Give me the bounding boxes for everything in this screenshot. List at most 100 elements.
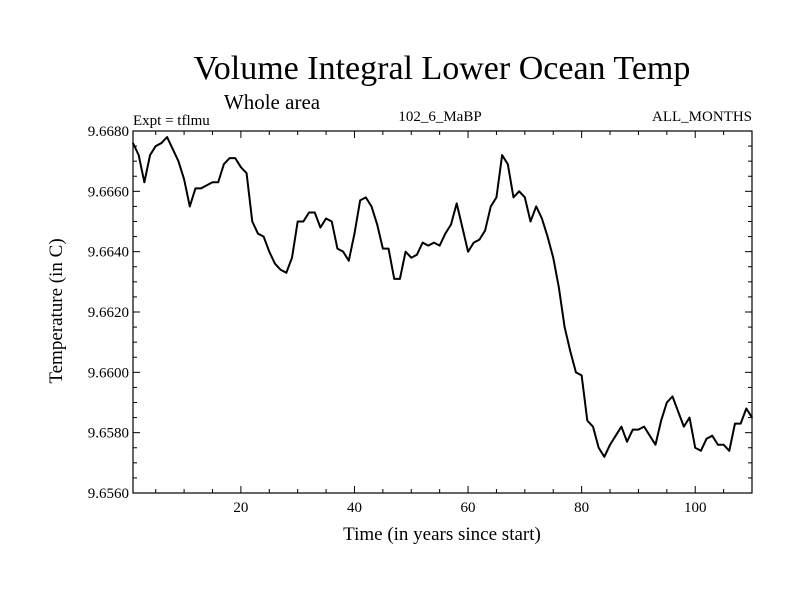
data-point: [489, 205, 492, 208]
data-point: [376, 223, 378, 226]
data-point: [234, 157, 237, 159]
data-point: [552, 256, 555, 259]
data-point: [484, 229, 486, 232]
months-label: ALL_MONTHS: [652, 109, 752, 125]
data-points: [132, 136, 753, 458]
data-point: [705, 437, 708, 440]
data-point: [558, 287, 560, 289]
y-tick-label: 9.6680: [88, 124, 129, 140]
data-point: [535, 205, 537, 208]
x-tick-label: 80: [574, 500, 589, 516]
data-point: [387, 247, 390, 250]
data-point: [319, 226, 322, 229]
data-point: [336, 247, 339, 250]
data-point: [245, 172, 248, 175]
chart-title: Volume Integral Lower Ocean Temp: [194, 50, 691, 87]
data-point: [586, 419, 589, 422]
x-axis: 20 40 60 80 100: [155, 131, 753, 516]
plot-frame: [132, 130, 753, 494]
data-point: [171, 148, 174, 150]
data-point: [739, 422, 742, 425]
data-point: [359, 199, 361, 202]
data-point: [433, 241, 435, 244]
data-point: [575, 371, 577, 374]
data-point: [592, 425, 594, 428]
data-point: [330, 220, 333, 223]
data-point: [211, 181, 214, 184]
data-point: [194, 187, 197, 190]
data-point: [308, 211, 310, 214]
data-point: [177, 160, 180, 162]
data-point: [325, 217, 327, 220]
data-point: [461, 226, 464, 229]
data-point: [370, 205, 373, 208]
data-point: [614, 434, 617, 437]
data-point: [399, 278, 401, 280]
data-point: [654, 443, 657, 446]
data-point: [279, 268, 282, 271]
data-point: [285, 271, 288, 274]
data-point: [421, 241, 424, 244]
data-point: [495, 196, 498, 199]
data-point: [666, 401, 668, 404]
data-point: [313, 211, 316, 214]
data-point: [416, 253, 418, 256]
data-point: [382, 247, 384, 250]
data-point: [688, 416, 691, 419]
data-point: [149, 154, 151, 156]
data-point: [507, 163, 509, 165]
y-tick-label: 9.6660: [88, 184, 129, 200]
data-point: [206, 184, 208, 187]
data-point: [751, 416, 753, 419]
data-point: [302, 220, 305, 223]
data-point: [296, 220, 299, 223]
data-point: [524, 196, 526, 199]
x-tick-label: 40: [347, 500, 362, 516]
data-point: [472, 241, 475, 244]
data-point: [160, 142, 163, 144]
data-point: [512, 196, 515, 199]
data-point: [455, 202, 458, 205]
data-point: [251, 220, 254, 223]
data-point: [637, 428, 640, 431]
data-point: [393, 278, 396, 280]
period-label: 102_6_MaBP: [398, 109, 481, 125]
data-point: [291, 256, 293, 259]
data-point: [257, 232, 259, 235]
y-tick-label: 9.6580: [88, 426, 129, 442]
x-tick-label: 20: [233, 500, 248, 516]
y-tick-label: 9.6600: [88, 365, 129, 381]
data-point: [348, 259, 350, 262]
x-axis-label: Time (in years since start): [343, 524, 541, 545]
data-point: [444, 232, 447, 235]
data-point: [365, 196, 367, 199]
data-point: [609, 443, 611, 446]
data-point: [563, 326, 566, 328]
data-point: [154, 145, 157, 147]
data-point: [166, 136, 168, 138]
data-series-line: [132, 136, 753, 458]
data-point: [683, 425, 685, 428]
data-point: [450, 223, 452, 226]
data-point: [711, 434, 714, 437]
data-point: [438, 244, 441, 247]
data-point: [143, 181, 146, 184]
data-point: [228, 157, 231, 159]
data-point: [188, 205, 191, 208]
data-point: [467, 250, 469, 253]
data-point: [677, 410, 679, 413]
data-point: [603, 456, 606, 458]
data-point: [478, 238, 481, 241]
y-tick-label: 9.6560: [88, 486, 129, 502]
data-point: [342, 250, 344, 253]
y-tick-label: 9.6620: [88, 305, 129, 321]
data-point: [631, 428, 634, 431]
x-tick-label: 100: [684, 500, 707, 516]
data-point: [223, 163, 225, 165]
data-point: [643, 425, 645, 428]
data-point: [132, 142, 134, 144]
data-point: [518, 190, 520, 193]
y-tick-label: 9.6640: [88, 245, 129, 261]
data-point: [626, 440, 628, 443]
